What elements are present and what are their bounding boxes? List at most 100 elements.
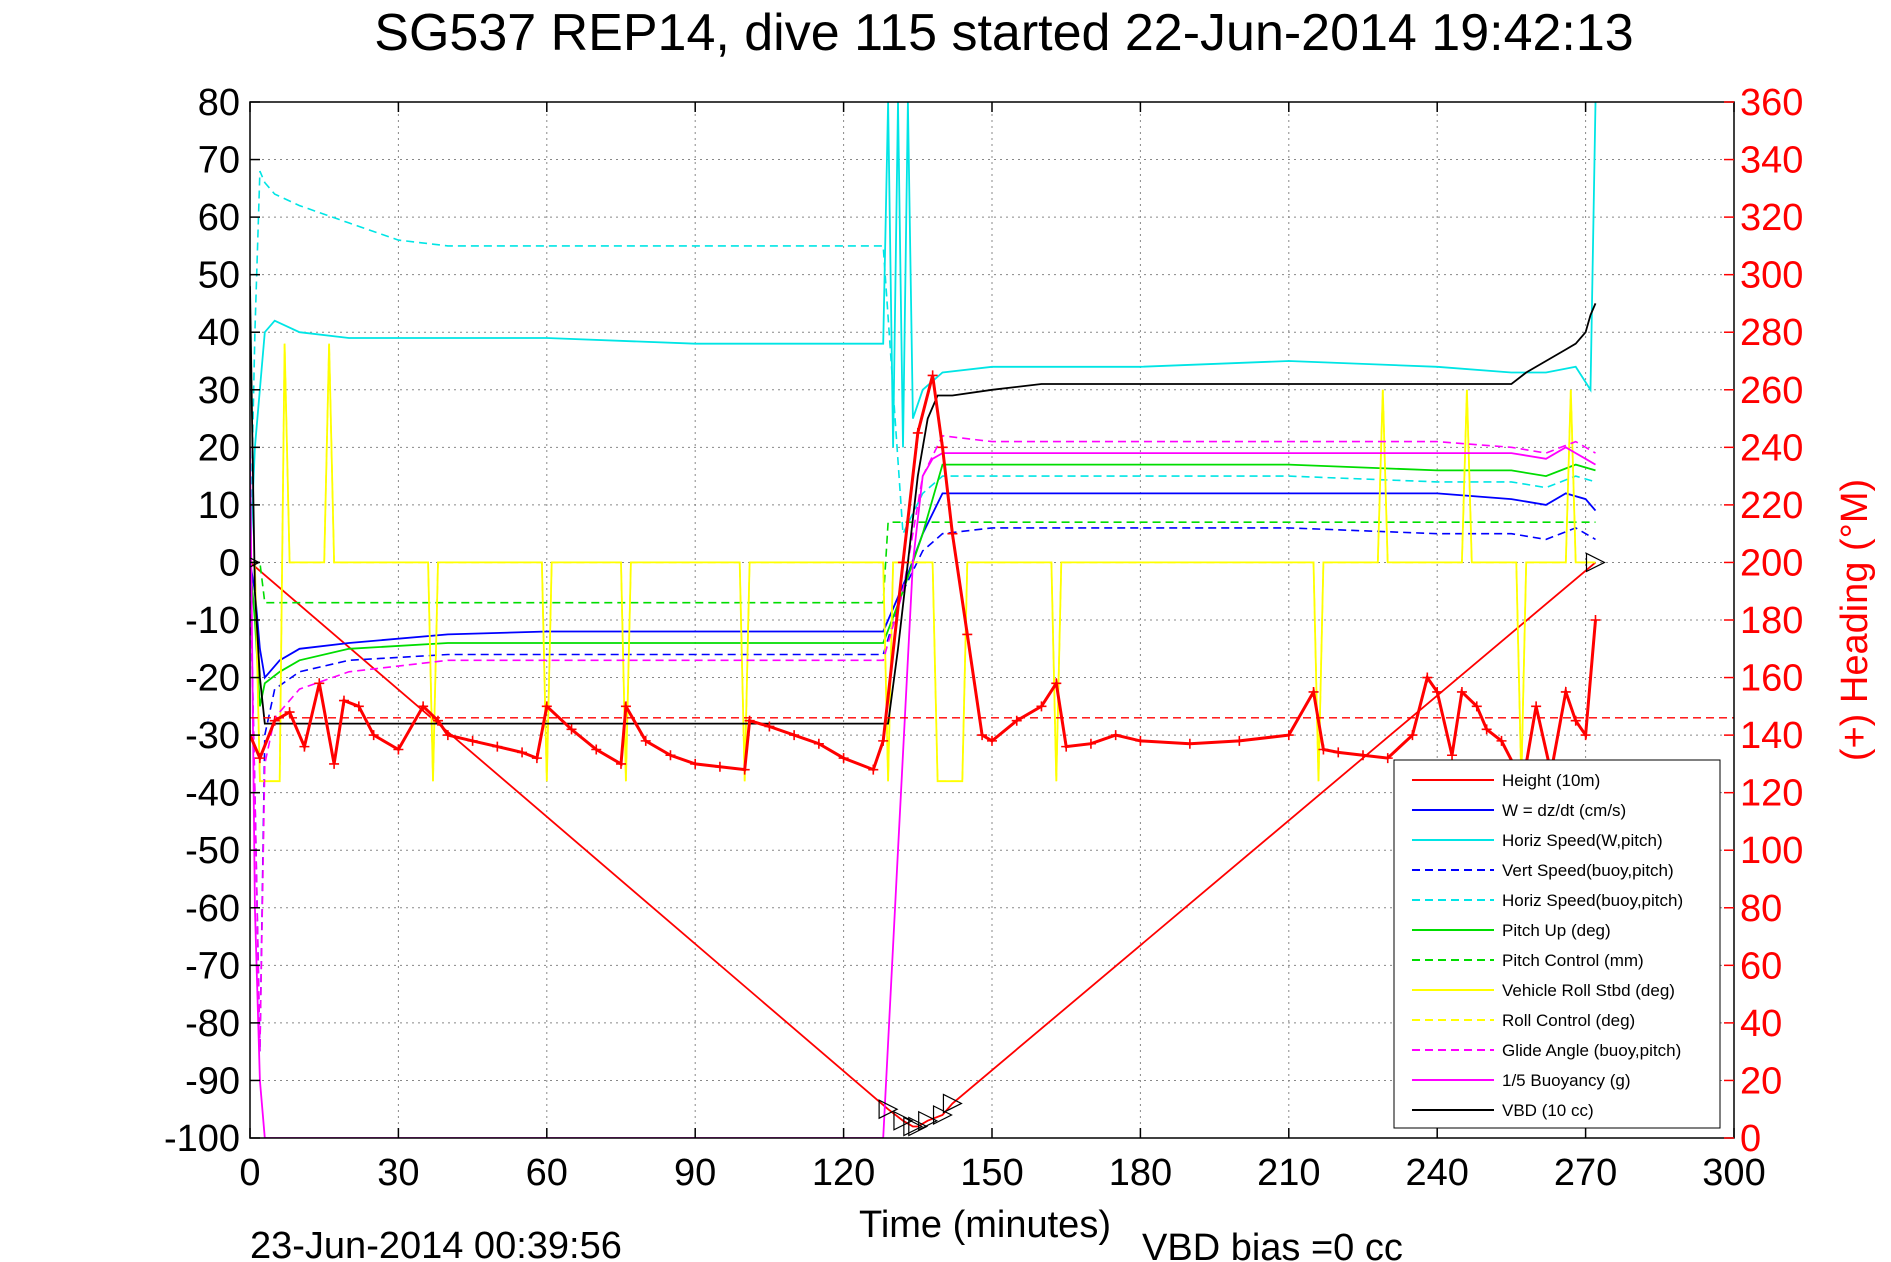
x-tick-label: 210 — [1257, 1152, 1320, 1194]
heading-marker — [1531, 701, 1542, 712]
heading-marker — [329, 758, 340, 769]
y-tick-label: -70 — [185, 945, 240, 987]
y2-tick-label: 140 — [1740, 715, 1803, 757]
y-tick-label: -10 — [185, 600, 240, 642]
heading-marker — [1382, 753, 1393, 764]
heading-line — [250, 375, 1597, 773]
series-line-4 — [250, 170, 1596, 563]
y-tick-label: -50 — [185, 830, 240, 872]
height-marker — [878, 1099, 899, 1120]
x-tick-label: 120 — [812, 1152, 875, 1194]
chart-title: SG537 REP14, dive 115 started 22-Jun-201… — [374, 4, 1633, 62]
heading-marker — [744, 715, 755, 726]
y-tick-label: -40 — [185, 773, 240, 815]
series-line-11 — [250, 286, 1597, 725]
y-tick-label: 10 — [198, 485, 240, 527]
height-marker — [1585, 552, 1606, 573]
legend-label-4: Horiz Speed(buoy,pitch) — [1502, 891, 1683, 910]
series-line-0 — [250, 561, 1597, 1128]
heading-marker — [1085, 738, 1096, 749]
heading-marker — [1422, 672, 1433, 683]
heading-marker — [620, 701, 631, 712]
height-marker — [932, 1105, 953, 1125]
legend-label-8: Roll Control (deg) — [1502, 1011, 1635, 1030]
heading-marker — [269, 715, 280, 726]
y2-tick-label: 200 — [1740, 542, 1803, 584]
heading-marker — [1447, 750, 1458, 761]
series-line-9 — [250, 434, 1596, 1052]
y-tick-label: -60 — [185, 888, 240, 930]
heading-marker — [1432, 686, 1443, 697]
heading-marker — [1234, 735, 1245, 746]
y-tick-label: -100 — [164, 1118, 240, 1160]
heading-marker — [541, 701, 552, 712]
heading-marker — [1471, 701, 1482, 712]
heading-marker — [640, 735, 651, 746]
legend-label-6: Pitch Control (mm) — [1502, 951, 1644, 970]
y-tick-label: 70 — [198, 140, 240, 182]
x-tick-label: 0 — [239, 1152, 260, 1194]
y2-tick-label: 180 — [1740, 600, 1803, 642]
heading-marker — [393, 744, 404, 755]
heading-marker — [254, 753, 265, 764]
heading-marker — [897, 557, 908, 568]
heading-marker — [878, 735, 889, 746]
heading-marker — [616, 758, 626, 769]
y2-tick-label: 240 — [1740, 427, 1803, 469]
height-marker — [908, 1116, 929, 1137]
heading-marker — [912, 427, 923, 438]
heading-marker — [1481, 724, 1492, 735]
y-tick-label: -20 — [185, 658, 240, 700]
heading-marker — [1308, 686, 1319, 697]
heading-marker — [418, 701, 429, 712]
y-tick-label: 60 — [198, 197, 240, 239]
legend-label-10: 1/5 Buoyancy (g) — [1502, 1071, 1631, 1090]
heading-marker — [1560, 686, 1571, 697]
heading-marker — [1051, 678, 1062, 689]
y2-tick-label: 160 — [1740, 658, 1803, 700]
y-axis-left-ticks: 80 70 60 50 40 30 20 10 0 -10 -20 -30 -40 -50 -60 -70 -8… — [164, 82, 260, 1160]
y2-tick-label: 0 — [1740, 1118, 1761, 1160]
heading-marker — [1036, 701, 1047, 712]
legend-label-9: Glide Angle (buoy,pitch) — [1502, 1041, 1681, 1060]
x-tick-label: 180 — [1109, 1152, 1172, 1194]
heading-marker — [442, 730, 453, 741]
heading-marker — [467, 735, 478, 746]
end-time-label: 23-Jun-2014 00:39:56 — [250, 1225, 622, 1262]
legend-label-11: VBD (10 cc) — [1502, 1101, 1594, 1120]
x-tick-label: 300 — [1702, 1152, 1765, 1194]
height-marker — [918, 1110, 939, 1131]
heading-marker — [299, 741, 310, 752]
y-tick-label: 80 — [198, 82, 240, 124]
series-line-10 — [250, 446, 1596, 1138]
series-line-1 — [250, 492, 1597, 680]
y2-tick-label: 220 — [1740, 485, 1803, 527]
heading-marker — [714, 761, 725, 772]
heading-marker — [987, 735, 997, 746]
x-tick-label: 270 — [1554, 1152, 1617, 1194]
vbd-bias-label: VBD bias =0 cc — [1142, 1227, 1403, 1262]
heading-marker — [338, 695, 349, 706]
y-tick-label: 20 — [198, 427, 240, 469]
heading-marker — [764, 721, 775, 732]
heading-marker — [1580, 730, 1591, 741]
y-tick-label: 40 — [198, 312, 240, 354]
heading-marker — [1318, 744, 1329, 755]
x-axis-ticks: 0 30 60 90 120 150 180 210 240 270 300 — [239, 102, 1766, 1194]
heading-marker — [868, 764, 879, 775]
heading-marker — [937, 442, 948, 453]
x-tick-label: 30 — [377, 1152, 419, 1194]
heading-marker — [739, 764, 750, 775]
legend-label-1: W = dz/dt (cm/s) — [1502, 801, 1626, 820]
height-marker — [903, 1116, 924, 1137]
heading-marker — [1283, 730, 1294, 741]
heading-marker — [665, 750, 676, 761]
y2-tick-label: 280 — [1740, 312, 1803, 354]
heading-marker — [1135, 735, 1146, 746]
heading-marker — [517, 747, 528, 758]
heading-marker — [492, 741, 503, 752]
height-marker — [893, 1110, 914, 1131]
y2-tick-label: 120 — [1740, 773, 1803, 815]
y2-tick-label: 100 — [1740, 830, 1803, 872]
